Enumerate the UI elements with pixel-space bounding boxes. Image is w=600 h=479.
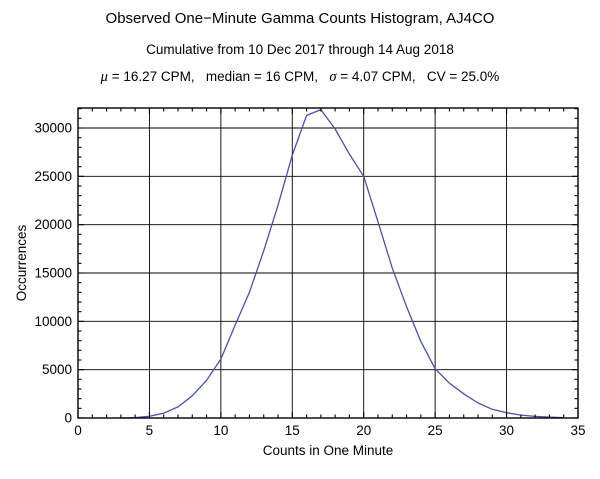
y-tick-label: 5000 bbox=[42, 362, 72, 377]
chart-subtitle: Cumulative from 10 Dec 2017 through 14 A… bbox=[146, 42, 454, 57]
histogram-curve bbox=[120, 108, 564, 419]
x-tick-label: 25 bbox=[428, 423, 443, 438]
x-tick-label: 30 bbox=[499, 423, 514, 438]
chart-stats-line: μ = 16.27 CPM, median = 16 CPM, σ = 4.07… bbox=[0, 69, 600, 85]
x-tick-label: 35 bbox=[570, 423, 585, 438]
stats-text: = 16.27 CPM, median = 16 CPM, bbox=[107, 69, 330, 84]
y-axis-label: Occurrences bbox=[14, 224, 29, 301]
x-axis-label: Counts in One Minute bbox=[263, 443, 394, 458]
chart-title: Observed One−Minute Gamma Counts Histogr… bbox=[105, 10, 495, 27]
greek-symbol: σ bbox=[329, 69, 337, 85]
y-tick-label: 20000 bbox=[34, 217, 72, 232]
x-tick-label: 0 bbox=[74, 423, 82, 438]
x-tick-label: 10 bbox=[213, 423, 228, 438]
y-tick-label: 25000 bbox=[34, 169, 72, 184]
x-tick-label: 20 bbox=[356, 423, 371, 438]
x-tick-label: 15 bbox=[285, 423, 300, 438]
plot-frame bbox=[77, 107, 579, 419]
greek-symbol: μ bbox=[100, 69, 108, 85]
y-tick-label: 30000 bbox=[34, 121, 72, 136]
y-tick-label: 0 bbox=[64, 411, 72, 426]
x-tick-label: 5 bbox=[146, 423, 154, 438]
y-tick-label: 10000 bbox=[34, 314, 72, 329]
stats-text: = 4.07 CPM, CV = 25.0% bbox=[336, 69, 500, 84]
y-tick-label: 15000 bbox=[34, 266, 72, 281]
